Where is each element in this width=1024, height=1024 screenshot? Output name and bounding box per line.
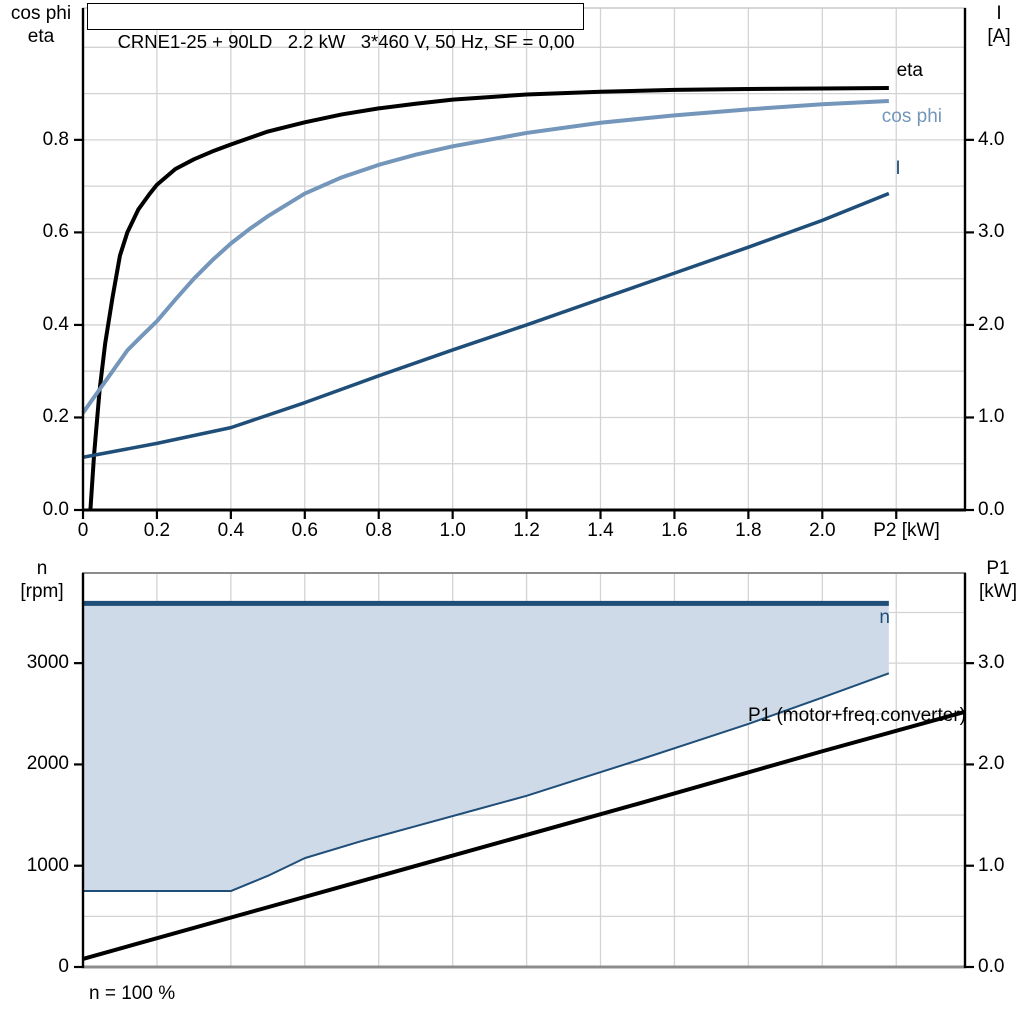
y-left-tick-label: 0 — [58, 956, 69, 977]
speed-curve-label: n — [879, 607, 890, 628]
axis-title-current: I — [996, 3, 1002, 24]
y-right-tick-label: 0.0 — [978, 956, 1005, 977]
y-right-tick-label: 2.0 — [978, 313, 1005, 335]
y-right-tick-label: 3.0 — [978, 221, 1005, 243]
axis-title-speed: n — [36, 558, 48, 579]
y-left-tick-label: 0.2 — [42, 406, 69, 428]
top-left-axis-title: cos phi eta — [0, 2, 82, 48]
x-tick-label: 1.2 — [513, 520, 540, 541]
y-right-tick-label: 4.0 — [978, 128, 1005, 150]
x-tick-label: 0.6 — [291, 520, 318, 541]
y-left-tick-label: 3000 — [26, 652, 69, 674]
cos-phi-curve-label: cos phi — [881, 106, 942, 127]
bottom-left-axis-title: n [rpm] — [2, 557, 82, 603]
y-left-tick-label: 0.6 — [42, 221, 69, 243]
y-left-tick-label: 0.8 — [42, 128, 69, 150]
y-left-tick-label: 1000 — [26, 854, 69, 876]
x-tick-label: 0.4 — [217, 520, 245, 541]
y-right-tick-label: 2.0 — [978, 753, 1005, 775]
x-axis-unit-label: P2 [kW] — [873, 520, 940, 541]
speed-percent-note: n = 100 % — [89, 983, 176, 1004]
top-right-axis-title: I [A] — [976, 2, 1022, 48]
x-tick-label: 0 — [77, 520, 89, 541]
series-eta — [88, 86, 889, 511]
x-tick-label: 0.2 — [143, 520, 171, 541]
speed-operating-range-fill — [83, 603, 889, 892]
current-curve-label: I — [895, 158, 901, 179]
x-tick-label: 1.6 — [661, 520, 688, 541]
y-right-tick-label: 1.0 — [978, 854, 1005, 876]
eta-curve-label: eta — [896, 60, 923, 81]
y-right-tick-label: 3.0 — [978, 652, 1005, 674]
x-tick-label: 1.4 — [587, 520, 614, 541]
series-cos_phi — [81, 98, 889, 414]
x-tick-label: 0.8 — [365, 520, 392, 541]
axis-title-speed-unit: [rpm] — [20, 581, 64, 602]
y-left-tick-label: 2000 — [26, 753, 69, 775]
x-tick-label: 2.0 — [809, 520, 836, 541]
p1-curve-label: P1 (motor+freq.converter) — [747, 705, 966, 726]
x-tick-label: 1.0 — [439, 520, 466, 541]
axis-title-eta: eta — [27, 26, 55, 47]
axis-title-p1-unit: [kW] — [979, 581, 1017, 602]
axis-title-cos-phi: cos phi — [10, 3, 72, 24]
y-right-tick-label: 1.0 — [978, 406, 1005, 428]
chart-title: CRNE1-25 + 90LD 2.2 kW 3*460 V, 50 Hz, S… — [117, 31, 575, 52]
y-right-tick-label: 0.0 — [978, 499, 1005, 520]
y-left-tick-label: 0.0 — [42, 499, 69, 520]
chart-title-box: CRNE1-25 + 90LD 2.2 kW 3*460 V, 50 Hz, S… — [87, 3, 585, 52]
y-left-tick-label: 0.4 — [42, 313, 69, 335]
series-n_min — [83, 672, 890, 893]
series-I — [82, 191, 890, 459]
axis-title-p1: P1 — [986, 558, 1010, 579]
bottom-right-axis-title: P1 [kW] — [972, 557, 1024, 603]
x-tick-label: 1.8 — [735, 520, 762, 541]
axis-title-current-unit: [A] — [987, 26, 1011, 47]
series-P1 — [82, 709, 966, 961]
